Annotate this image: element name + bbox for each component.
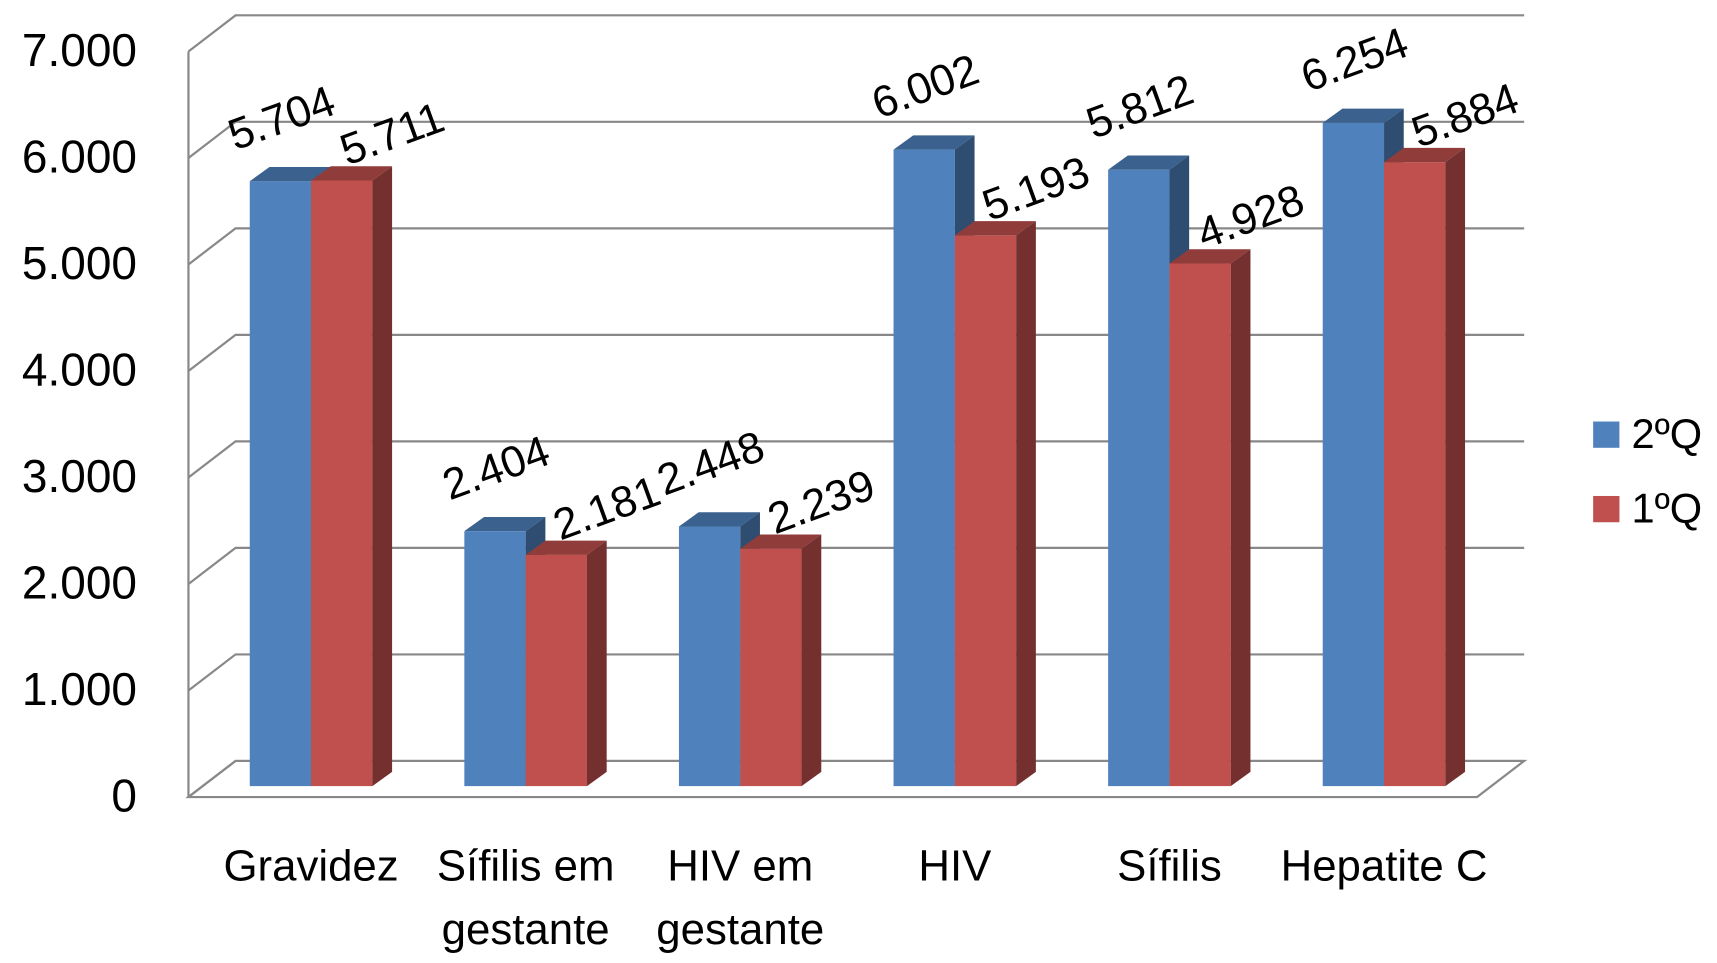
bar-front — [1108, 169, 1170, 787]
grid-line — [187, 14, 1525, 53]
y-tick-label: 0 — [111, 769, 137, 821]
bar-top — [525, 540, 607, 555]
bar-side — [1445, 147, 1466, 787]
x-tick-label: Hepatite C — [1280, 841, 1488, 891]
grid-line — [187, 759, 1525, 798]
y-tick-label: 2.000 — [22, 556, 137, 608]
bar-top — [740, 534, 822, 549]
bar-front — [1322, 122, 1385, 787]
bar-side — [801, 534, 822, 787]
bar-top — [311, 166, 393, 181]
legend-label: 2ºQ — [1631, 410, 1702, 457]
bar-top — [1322, 108, 1404, 123]
y-tick-label: 1.000 — [22, 663, 137, 715]
x-tick-label: HIV — [918, 841, 992, 891]
value-label: 2.239 — [762, 460, 882, 544]
y-tick-label: 7.000 — [22, 24, 137, 76]
bar-front — [525, 554, 587, 787]
bar-front — [1169, 263, 1231, 787]
y-tick-label: 6.000 — [22, 130, 137, 182]
bar-front — [954, 235, 1017, 787]
x-tick-label: Sífilis em gestante — [436, 841, 615, 954]
grid-line — [187, 653, 1525, 692]
grid-line — [187, 440, 1525, 479]
grid-line — [187, 333, 1525, 372]
y-tick-label: 5.000 — [22, 237, 137, 289]
bar-top — [678, 512, 760, 527]
bar-side — [586, 540, 607, 787]
value-label: 5.704 — [222, 76, 342, 160]
bar-front — [464, 531, 526, 787]
bar-top — [1384, 147, 1466, 163]
bar-side — [1230, 249, 1251, 787]
bar-side — [1016, 221, 1036, 787]
value-label: 5.884 — [1405, 74, 1525, 158]
bar-front — [249, 181, 312, 787]
value-label: 5.812 — [1080, 65, 1200, 149]
bar-front — [678, 526, 741, 787]
grid-line — [187, 120, 1525, 159]
bar-top — [954, 221, 1036, 236]
value-label: 2.181 — [547, 467, 667, 551]
y-tick-label: 4.000 — [22, 343, 137, 395]
bar-top — [1108, 155, 1190, 170]
bar-top — [1169, 249, 1251, 264]
y-tick-label: 3.000 — [22, 450, 137, 502]
grid-line — [187, 546, 1525, 585]
value-label: 5.193 — [976, 147, 1096, 231]
x-label-box: Hepatite C — [1280, 841, 1488, 891]
x-label-box: Gravidez — [223, 841, 399, 891]
x-label-box: HIV — [918, 841, 992, 891]
value-label: 5.711 — [334, 93, 451, 175]
x-label-box: HIV em gestante — [656, 841, 825, 954]
bar-top — [893, 135, 975, 150]
x-tick-label: Sífilis — [1117, 841, 1222, 891]
value-label: 6.002 — [866, 45, 986, 129]
legend-swatch — [1593, 421, 1620, 448]
grid-line — [187, 227, 1525, 266]
bar-side — [372, 166, 393, 787]
value-label: 6.254 — [1295, 18, 1415, 102]
x-tick-label: HIV em gestante — [656, 841, 825, 954]
bar-top — [464, 516, 546, 532]
bar-front — [311, 180, 373, 787]
bar-front — [893, 149, 955, 787]
value-label: 2.448 — [651, 422, 771, 506]
bar-top — [249, 166, 331, 182]
x-tick-label: Gravidez — [223, 841, 399, 891]
legend-swatch — [1593, 495, 1620, 523]
bar-front — [740, 548, 802, 787]
value-label: 4.928 — [1191, 175, 1311, 259]
bar-front — [1384, 162, 1446, 787]
legend-label: 1ºQ — [1631, 484, 1702, 531]
value-label: 2.404 — [436, 426, 556, 510]
x-label-box: Sífilis — [1117, 841, 1222, 891]
x-label-box: Sífilis em gestante — [436, 841, 615, 954]
